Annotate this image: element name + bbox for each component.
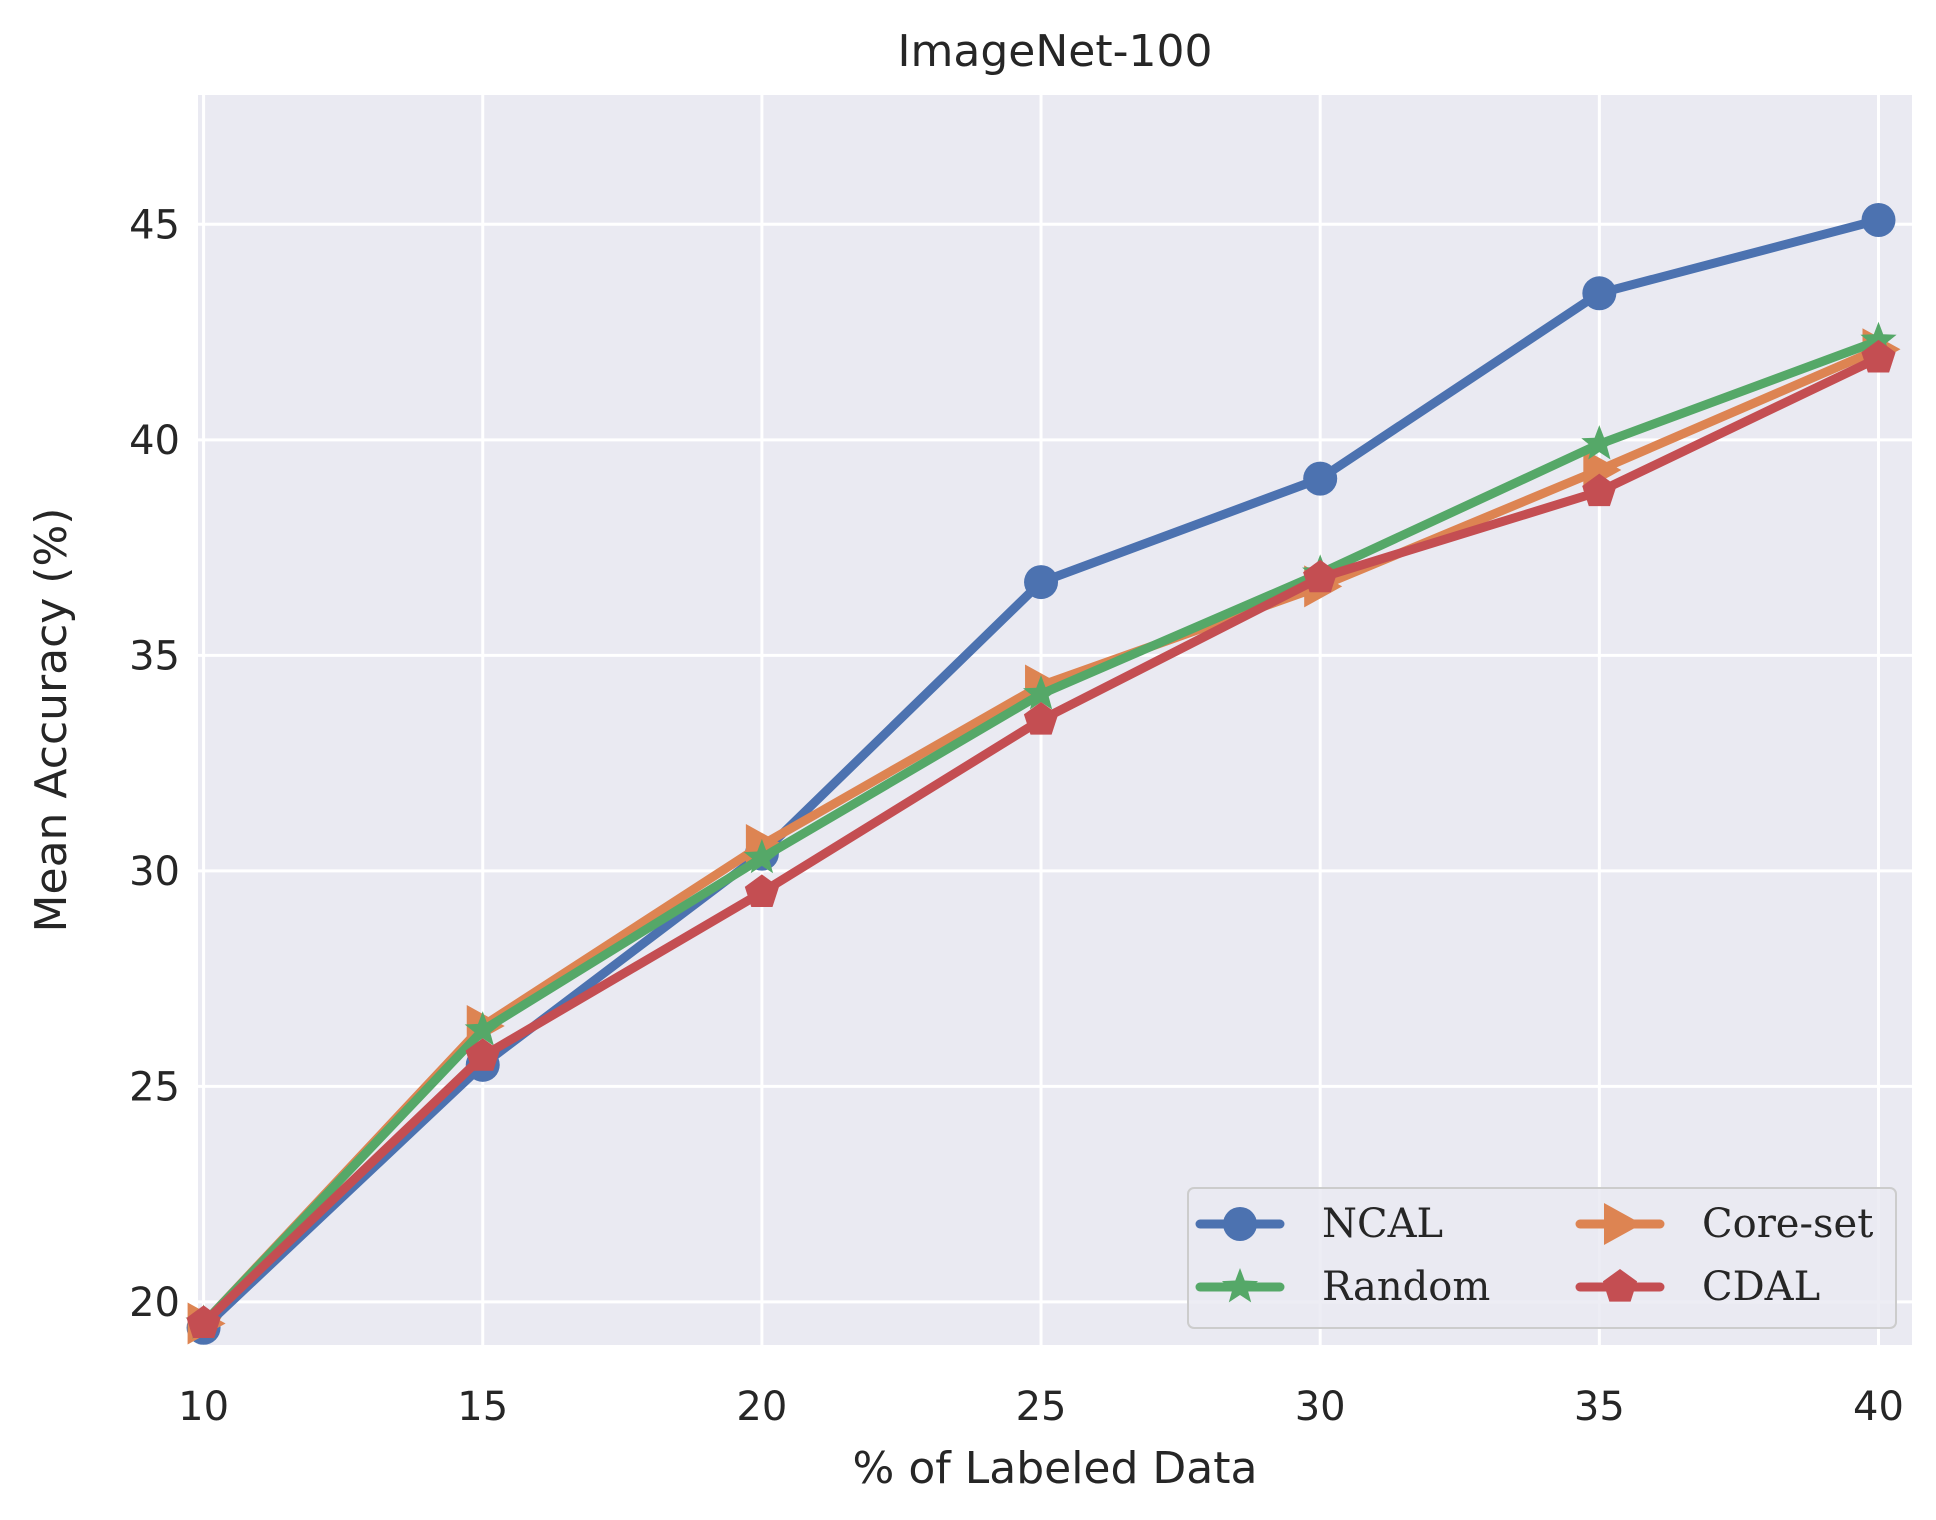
y-tick-label: 25 — [129, 1064, 180, 1110]
chart-title: ImageNet-100 — [898, 26, 1213, 77]
y-tick-label: 40 — [129, 418, 180, 464]
legend: NCAL Core-set Random CDAL — [1187, 1187, 1897, 1329]
data-point-cdal — [186, 1305, 221, 1338]
legend-marker-core-set — [1604, 1203, 1642, 1245]
legend-item-random: Random — [1195, 1264, 1490, 1310]
data-point-ncal — [1024, 565, 1059, 600]
data-point-random — [1581, 425, 1618, 460]
data-point-ncal — [1582, 276, 1617, 311]
x-tick-label: 30 — [1295, 1384, 1346, 1430]
data-point-cdal — [465, 1038, 500, 1071]
x-tick-label: 15 — [457, 1384, 508, 1430]
legend-item-core-set: Core-set — [1575, 1201, 1873, 1247]
data-point-random — [1860, 321, 1897, 357]
y-tick-label: 45 — [129, 202, 180, 248]
series-cdal — [186, 339, 1896, 1338]
legend-marker-random — [1221, 1268, 1259, 1303]
data-point-random — [743, 838, 780, 874]
y-tick-label: 35 — [129, 633, 180, 679]
legend-item-cdal: CDAL — [1575, 1264, 1820, 1310]
data-point-random — [464, 1011, 501, 1046]
x-tick-label: 35 — [1574, 1384, 1625, 1430]
legend-label-ncal: NCAL — [1322, 1201, 1443, 1247]
legend-marker-cdal — [1602, 1269, 1638, 1302]
data-point-cdal — [1303, 559, 1338, 593]
y-axis-label: Mean Accuracy (%) — [26, 508, 77, 933]
data-point-cdal — [1023, 702, 1059, 735]
x-tick-label: 10 — [178, 1384, 229, 1430]
series-group — [185, 203, 1901, 1345]
data-point-ncal — [1861, 203, 1896, 237]
legend-label-random: Random — [1322, 1264, 1490, 1310]
legend-marker-ncal — [1223, 1207, 1257, 1241]
data-point-ncal — [1303, 461, 1338, 496]
x-axis-label: % of Labeled Data — [853, 1443, 1258, 1494]
y-tick-label: 30 — [129, 849, 180, 895]
y-tick-label: 20 — [129, 1280, 180, 1326]
legend-box — [1187, 1187, 1897, 1329]
data-point-cdal — [744, 874, 779, 907]
data-point-cdal — [1582, 473, 1617, 507]
data-point-random — [1023, 675, 1060, 710]
x-tick-label: 20 — [736, 1384, 787, 1430]
grid — [198, 95, 1912, 1345]
y-ticks: 20 25 30 35 40 45 — [129, 202, 180, 1326]
x-tick-label: 25 — [1016, 1384, 1067, 1430]
data-point-cdal — [1861, 339, 1896, 373]
legend-label-core-set: Core-set — [1702, 1201, 1873, 1247]
legend-label-cdal: CDAL — [1702, 1264, 1820, 1310]
legend-item-ncal: NCAL — [1195, 1201, 1443, 1247]
x-ticks: 10 15 20 25 30 35 40 — [178, 1384, 1904, 1430]
x-tick-label: 40 — [1853, 1384, 1904, 1430]
